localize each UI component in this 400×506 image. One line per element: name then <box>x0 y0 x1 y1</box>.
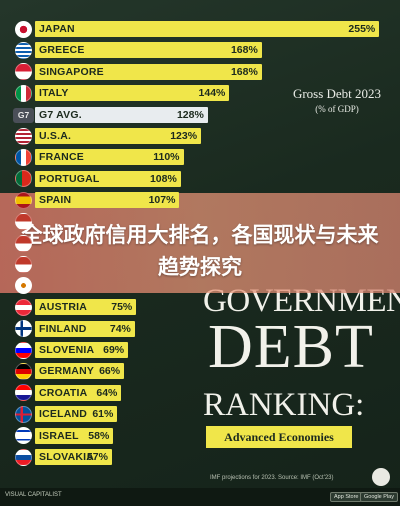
bar-category-label: SLOVAKIA <box>39 451 95 463</box>
chart-bar <box>35 299 137 316</box>
bar-value-label: 144% <box>198 87 226 100</box>
chart-bar <box>35 406 118 423</box>
flag-icon <box>15 341 32 359</box>
bar-category-label: U.S.A. <box>39 130 72 142</box>
chart-bar <box>35 384 122 401</box>
poster-title-line3: RANKING: <box>203 387 365 423</box>
flag-icon <box>15 298 32 316</box>
flag-icon <box>15 384 32 402</box>
chart-bar <box>35 128 202 144</box>
bar-category-label: FRANCE <box>39 151 84 164</box>
flag-icon <box>15 191 32 209</box>
poster-title-line2: DEBT <box>208 313 374 381</box>
flag-icon <box>15 234 32 252</box>
source-note: IMF projections for 2023. Source: IMF (O… <box>210 475 334 481</box>
bar-category-label: ICELAND <box>39 408 88 421</box>
chart-bar <box>35 106 208 123</box>
bar-value-label: 108% <box>149 172 177 185</box>
owl-logo-icon <box>372 468 390 486</box>
chart-header: Gross Debt 2023 (% of GDP) <box>282 86 392 114</box>
flag-icon <box>15 127 32 145</box>
flag-icon <box>15 41 32 59</box>
chart-bar <box>35 192 180 209</box>
bar-category-label: G7 AVG. <box>39 108 82 121</box>
flag-icon <box>15 148 32 166</box>
bar-category-label: SINGAPORE <box>39 65 104 78</box>
flag-icon <box>15 20 32 38</box>
chart-bar <box>35 21 380 37</box>
bar-category-label: CROATIA <box>39 386 88 399</box>
bar-value-label: 66% <box>99 365 121 378</box>
chart-bar <box>35 342 129 358</box>
flag-icon <box>15 63 32 81</box>
flag-icon <box>15 277 32 295</box>
footer-bar: VISUAL CAPITALIST App Store Google Play <box>0 488 400 506</box>
bar-value-label: 61% <box>92 408 114 421</box>
chart-bar <box>35 170 181 187</box>
flag-icon <box>15 362 32 380</box>
flag-icon <box>15 427 32 445</box>
bar-value-label: 123% <box>170 130 198 142</box>
chart-bar <box>35 427 114 444</box>
chart-bar <box>35 363 125 380</box>
flag-icon <box>15 405 32 423</box>
bar-value-label: 255% <box>348 23 376 35</box>
bar-category-label: JAPAN <box>39 23 75 35</box>
flag-icon <box>15 84 32 102</box>
poster-tag: Advanced Economies <box>206 426 352 448</box>
bar-category-label: FINLAND <box>39 322 87 335</box>
bar-category-label: PORTUGAL <box>39 172 100 185</box>
flag-icon <box>15 170 32 188</box>
bar-value-label: 57% <box>86 451 108 463</box>
chart-subtitle: (% of GDP) <box>315 104 359 114</box>
chart-bar <box>35 85 230 102</box>
bar-category-label: GERMANY <box>39 365 95 378</box>
bar-value-label: 69% <box>103 344 125 356</box>
bar-category-label: ITALY <box>39 87 69 100</box>
article-title: 全球政府信用大排名，各国现状与未来趋势探究 <box>21 223 379 279</box>
bar-category-label: SLOVENIA <box>39 344 95 356</box>
chart-bar <box>35 42 262 59</box>
bar-value-label: 110% <box>153 151 180 164</box>
chart-title: Gross Debt 2023 <box>292 86 382 101</box>
chart-bar <box>35 449 112 465</box>
bar-value-label: 75% <box>111 301 133 314</box>
chart-bar <box>35 149 184 166</box>
bar-category-label: GREECE <box>39 44 85 57</box>
bar-value-label: 64% <box>96 386 118 399</box>
chart-bar <box>35 63 262 80</box>
g7-badge: G7 <box>13 107 34 123</box>
flag-icon <box>15 448 32 466</box>
app-store-badge[interactable]: App Store <box>330 492 363 502</box>
article-title-banner[interactable]: 全球政府信用大排名，各国现状与未来趋势探究 <box>0 193 400 293</box>
brand-logo: VISUAL CAPITALIST <box>5 492 62 498</box>
bar-category-label: SPAIN <box>39 194 72 207</box>
bar-value-label: 128% <box>176 108 204 121</box>
bar-category-label: ISRAEL <box>39 429 79 442</box>
flag-icon <box>15 320 32 338</box>
bar-category-label: AUSTRIA <box>39 301 88 314</box>
bar-value-label: 74% <box>109 322 131 335</box>
bar-value-label: 58% <box>88 429 110 442</box>
chart-bar <box>35 320 135 337</box>
flag-icon <box>15 255 32 273</box>
flag-icon <box>15 213 32 231</box>
bar-value-label: 107% <box>148 194 176 207</box>
bar-value-label: 168% <box>230 44 258 57</box>
google-play-badge[interactable]: Google Play <box>360 492 398 502</box>
bar-value-label: 168% <box>230 65 258 78</box>
